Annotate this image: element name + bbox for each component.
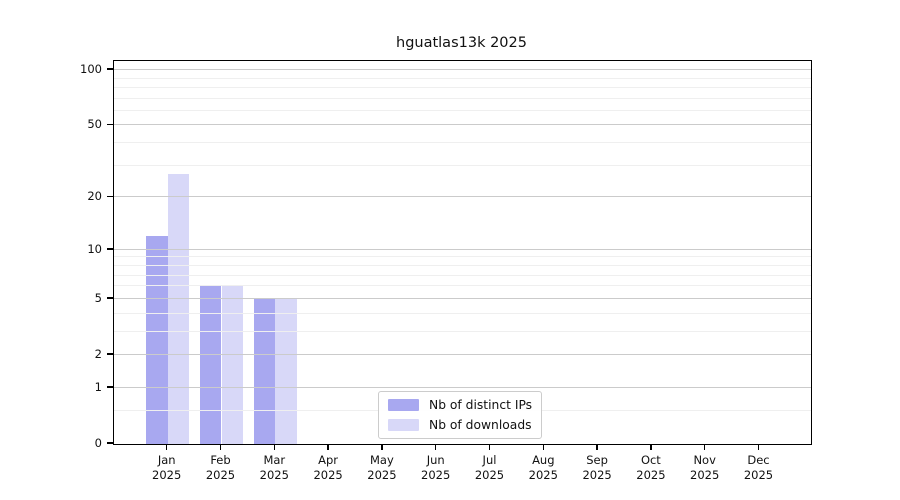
bar-jan-downloads xyxy=(167,174,190,444)
bar-mar-distinct-ips xyxy=(253,298,276,444)
gridline-minor xyxy=(114,274,811,276)
gridline-minor xyxy=(114,265,811,266)
legend-swatch-distinct-ips xyxy=(388,399,419,411)
y-tick-label: 10 xyxy=(87,241,102,256)
chart-title: hguatlas13k 2025 xyxy=(396,35,527,51)
y-tick-mark xyxy=(107,247,113,250)
gridline-major xyxy=(114,196,811,198)
legend-label-downloads: Nb of downloads xyxy=(429,418,532,432)
x-tick-mark xyxy=(434,444,437,450)
y-tick-mark xyxy=(107,123,113,126)
y-tick-label: 1 xyxy=(94,379,102,394)
gridline-major xyxy=(114,354,811,355)
x-tick-label: May 2025 xyxy=(367,453,397,482)
gridline-minor xyxy=(114,77,811,79)
x-tick-mark xyxy=(488,444,491,450)
gridline-minor xyxy=(114,109,811,111)
x-tick-label: Oct 2025 xyxy=(636,453,666,482)
bars-layer xyxy=(114,61,811,444)
x-tick-mark xyxy=(381,444,383,450)
x-tick-label: Aug 2025 xyxy=(528,453,558,482)
bar-jan-distinct-ips xyxy=(146,236,168,444)
grid-layer xyxy=(114,61,811,444)
y-tick-label: 50 xyxy=(87,117,102,132)
x-tick-mark xyxy=(327,444,329,450)
x-tick-mark xyxy=(165,444,168,450)
y-tick-mark xyxy=(107,297,113,299)
y-tick-mark xyxy=(107,68,113,70)
gridline-minor xyxy=(114,312,811,314)
gridline-major xyxy=(114,248,811,250)
y-tick-mark xyxy=(107,386,113,388)
x-tick-mark xyxy=(219,444,222,450)
plot-area xyxy=(113,60,812,445)
x-tick-mark xyxy=(703,444,706,450)
gridline-minor xyxy=(114,97,811,99)
x-tick-mark xyxy=(596,444,598,450)
gridline-major xyxy=(114,386,811,388)
y-tick-mark xyxy=(107,442,113,444)
legend-label-distinct-ips: Nb of distinct IPs xyxy=(429,398,533,412)
legend-item-downloads: Nb of downloads xyxy=(388,417,532,433)
gridline-minor xyxy=(114,285,811,287)
gridline-minor xyxy=(114,256,811,258)
x-tick-label: Sep 2025 xyxy=(582,453,612,482)
y-tick-label: 20 xyxy=(87,189,102,204)
x-tick-mark xyxy=(650,444,652,450)
x-tick-mark xyxy=(757,444,760,450)
gridline-major xyxy=(114,297,811,299)
x-tick-mark xyxy=(542,444,545,450)
legend: Nb of distinct IPs Nb of downloads xyxy=(378,391,543,439)
x-tick-label: Feb 2025 xyxy=(205,453,236,482)
legend-item-distinct-ips: Nb of distinct IPs xyxy=(388,397,532,413)
bar-feb-downloads xyxy=(221,286,244,444)
y-tick-mark xyxy=(107,195,113,198)
x-tick-label: Mar 2025 xyxy=(259,453,289,482)
legend-swatch-downloads xyxy=(388,419,419,431)
x-tick-label: Jan 2025 xyxy=(152,453,182,482)
bar-feb-distinct-ips xyxy=(199,286,222,444)
x-tick-label: Apr 2025 xyxy=(313,453,343,482)
y-tick-label: 100 xyxy=(80,62,102,77)
y-tick-label: 2 xyxy=(94,346,102,361)
gridline-major xyxy=(114,124,811,126)
x-tick-mark xyxy=(273,444,276,450)
y-tick-label: 0 xyxy=(94,436,102,450)
gridline-minor xyxy=(114,86,811,88)
gridline-minor xyxy=(114,330,811,332)
y-tick-mark xyxy=(107,353,113,355)
x-tick-label: Nov 2025 xyxy=(690,453,720,482)
gridline-minor xyxy=(114,142,811,144)
bar-mar-downloads xyxy=(275,298,297,444)
gridline-minor xyxy=(114,164,811,166)
x-tick-label: Jun 2025 xyxy=(421,453,451,482)
y-tick-label: 5 xyxy=(94,290,102,305)
x-tick-label: Jul 2025 xyxy=(474,453,505,482)
gridline-major xyxy=(114,69,811,71)
x-tick-label: Dec 2025 xyxy=(743,453,774,482)
